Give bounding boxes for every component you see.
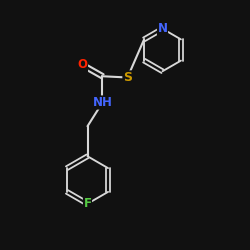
Text: NH: NH (92, 96, 112, 109)
Text: N: N (158, 22, 168, 35)
Text: F: F (84, 197, 92, 210)
Text: O: O (78, 58, 88, 71)
Text: S: S (123, 71, 132, 84)
